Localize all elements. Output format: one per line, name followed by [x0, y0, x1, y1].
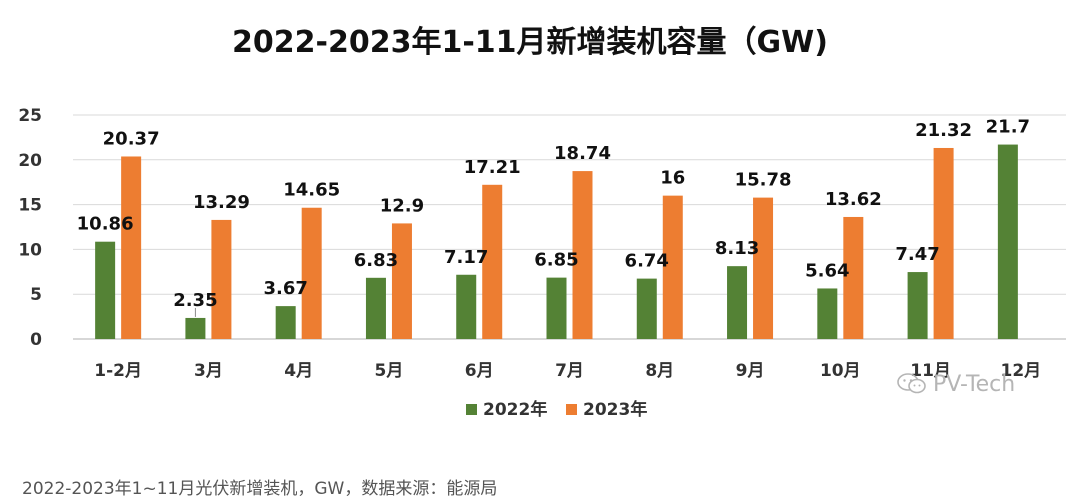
y-tick-label: 25 — [18, 106, 42, 126]
y-axis: 0 5 10 15 20 25 — [18, 106, 42, 350]
y-tick-label: 10 — [18, 240, 42, 260]
data-label: 20.37 — [103, 128, 160, 149]
bar-series1 — [636, 278, 657, 339]
legend-swatch — [466, 404, 477, 415]
bar-series1 — [365, 277, 386, 339]
data-label: 7.17 — [444, 247, 488, 268]
data-label: 3.67 — [263, 278, 307, 299]
x-tick-label: 10月 — [820, 361, 861, 381]
data-label: 17.21 — [464, 157, 521, 178]
x-tick-label: 12月 — [1001, 361, 1042, 381]
y-tick-label: 0 — [30, 330, 42, 350]
legend-label: 2022年 — [483, 399, 547, 420]
bar-series2 — [301, 207, 322, 339]
data-label: 14.65 — [283, 180, 340, 201]
x-tick-label: 3月 — [194, 361, 223, 381]
data-label: 7.47 — [895, 244, 939, 265]
watermark: PV-Tech — [897, 372, 1015, 397]
bar-series2 — [933, 147, 954, 339]
bar-series1 — [456, 274, 477, 339]
x-tick-label: 7月 — [555, 361, 584, 381]
x-tick-label: 11月 — [910, 361, 951, 381]
data-label: 6.83 — [354, 250, 398, 271]
bar-series2 — [753, 197, 774, 339]
bar-series2 — [391, 223, 412, 339]
x-tick-label: 9月 — [736, 361, 765, 381]
y-tick-label: 5 — [30, 285, 42, 305]
data-label: 10.86 — [77, 214, 134, 235]
data-label: 12.9 — [380, 195, 424, 216]
legend: 2022年 2023年 — [466, 399, 647, 420]
chart-title: 2022-2023年1-11月新增装机容量（GW) — [232, 25, 828, 60]
bar-series1 — [95, 241, 116, 339]
data-label: 21.7 — [986, 117, 1030, 138]
data-label: 6.74 — [625, 251, 669, 272]
data-label: 8.13 — [715, 238, 759, 259]
bar-series1 — [907, 272, 928, 339]
x-tick-label: 8月 — [645, 361, 674, 381]
data-label: 13.62 — [825, 189, 882, 210]
x-tick-label: 5月 — [375, 361, 404, 381]
bar-series1 — [275, 306, 296, 339]
x-tick-label: 1-2月 — [94, 361, 142, 381]
bar-series1 — [997, 144, 1018, 339]
bar-series2 — [121, 156, 142, 339]
bars — [95, 144, 1018, 339]
bar-series1 — [546, 277, 567, 339]
bar-series2 — [482, 184, 503, 339]
bar-series1 — [817, 288, 838, 339]
data-labels: 10.86 20.37 2.35 13.29 3.67 14.65 6.83 12.9 7.17… — [77, 117, 1030, 317]
legend-label: 2023年 — [583, 399, 647, 420]
caption: 2022-2023年1~11月光伏新增装机，GW，数据来源：能源局 — [22, 479, 498, 499]
y-tick-label: 20 — [18, 151, 42, 171]
y-tick-label: 15 — [18, 196, 42, 216]
data-label: 16 — [660, 168, 685, 189]
data-label: 21.32 — [915, 120, 972, 141]
data-label: 5.64 — [805, 260, 849, 281]
x-tick-label: 6月 — [465, 361, 494, 381]
wechat-icon — [897, 373, 926, 394]
data-label: 2.35 — [173, 290, 217, 311]
bar-series2 — [211, 219, 232, 339]
x-tick-label: 4月 — [284, 361, 313, 381]
data-label: 13.29 — [193, 192, 250, 213]
legend-swatch — [566, 404, 577, 415]
bar-series2 — [843, 216, 864, 339]
bar-series2 — [572, 171, 593, 339]
watermark-text: PV-Tech — [933, 372, 1016, 397]
data-label: 6.85 — [534, 250, 578, 271]
x-axis: 1-2月 3月 4月 5月 6月 7月 8月 9月 10月 11月 12月 — [94, 361, 1041, 381]
bar-series1 — [185, 317, 206, 339]
bar-series1 — [727, 266, 748, 339]
data-label: 15.78 — [735, 170, 792, 191]
bar-series2 — [662, 195, 683, 339]
grid-layer — [73, 114, 1066, 340]
data-label: 18.74 — [554, 143, 611, 164]
